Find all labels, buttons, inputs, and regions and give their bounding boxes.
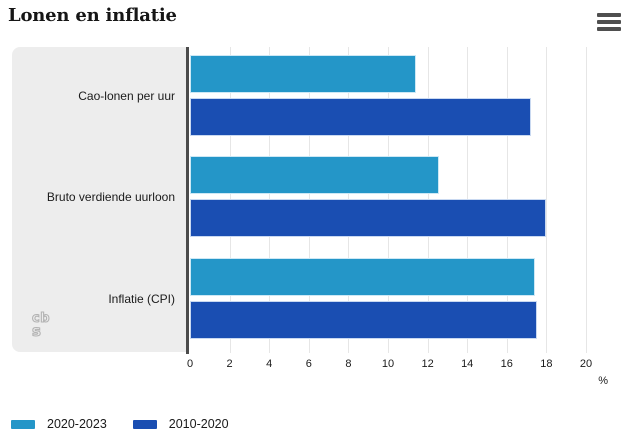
x-tick-label-8: 8 (345, 358, 352, 370)
legend-swatch-2010-2020 (132, 419, 157, 429)
category-label-2: Bruto verdiende uurloon (46, 189, 175, 204)
legend-item-2020-2023: 2020-2023 (11, 417, 107, 431)
cbs-logo: cb s (31, 310, 50, 340)
x-tick-label-6: 6 (305, 358, 312, 370)
x-tick-label-2: 2 (226, 358, 233, 370)
chart-menu-button[interactable] (597, 13, 621, 31)
x-axis-line (186, 47, 189, 354)
legend-item-2010-2020: 2010-2020 (132, 417, 229, 431)
x-tick-label-14: 14 (461, 358, 474, 370)
x-tick-label-16: 16 (500, 358, 513, 370)
x-tick-label-10: 10 (381, 358, 395, 370)
bar-2020-2023-bruto-verdiende-uurloon[interactable] (190, 156, 440, 194)
bar-2020-2023-inflatie-cpi-[interactable] (190, 258, 535, 296)
gridline-x-20 (586, 47, 587, 353)
x-tick-label-0: 0 (186, 358, 194, 370)
x-tick-label-18: 18 (540, 358, 553, 370)
bar-2020-2023-cao-lonen-per-uur[interactable] (190, 55, 416, 93)
bar-2010-2020-inflatie-cpi-[interactable] (190, 301, 537, 339)
plot-area (189, 47, 620, 353)
category-label-3: Inflatie (CPI) (108, 291, 175, 306)
bar-2010-2020-bruto-verdiende-uurloon[interactable] (190, 199, 547, 237)
legend: 2020-2023 2010-2020 (11, 417, 229, 431)
legend-label-2020-2023: 2020-2023 (47, 417, 107, 431)
bar-2010-2020-cao-lonen-per-uur[interactable] (190, 98, 531, 136)
legend-label-2010-2020: 2010-2020 (168, 417, 229, 431)
svg-text:s: s (32, 322, 41, 340)
category-label-1: Cao-lonen per uur (78, 88, 175, 103)
x-tick-label-12: 12 (421, 358, 434, 370)
chart-title: Lonen en inflatie (8, 5, 177, 26)
category-labels-panel: Cao-lonen per uur Bruto verdiende uurloon… (12, 47, 186, 352)
gridline-x-18 (546, 47, 548, 353)
legend-swatch-2020-2023 (11, 419, 35, 429)
svg-text:cb: cb (32, 311, 50, 326)
x-axis-unit-label: % (598, 375, 608, 387)
x-tick-label-20: 20 (579, 358, 593, 370)
x-tick-label-4: 4 (266, 358, 273, 370)
